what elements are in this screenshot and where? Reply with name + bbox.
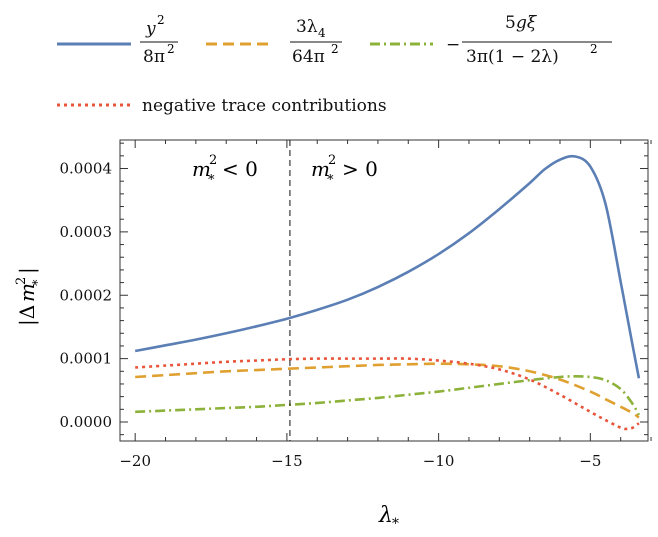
svg-text:2: 2 — [167, 42, 175, 56]
region-label-left: m 2 * < 0 — [192, 153, 258, 188]
svg-text:2: 2 — [590, 42, 598, 56]
svg-text:m: m — [192, 157, 211, 181]
svg-text:*: * — [31, 279, 46, 286]
series-yukawa-line — [134, 154, 641, 379]
series-layer — [134, 154, 641, 431]
svg-text:2: 2 — [331, 42, 339, 56]
svg-text:8π: 8π — [143, 47, 165, 67]
y-tick-label: 0.0000 — [60, 413, 113, 431]
x-tick-label: −15 — [271, 452, 303, 470]
svg-text:m: m — [311, 157, 330, 181]
svg-text:*: * — [208, 173, 215, 188]
svg-text:−: − — [446, 35, 460, 55]
series-gauge-line — [135, 375, 641, 416]
y-tick-label: 0.0002 — [60, 286, 113, 304]
region-label-right: m 2 * > 0 — [311, 153, 378, 188]
svg-text:2: 2 — [209, 153, 217, 168]
svg-text:3π(1 − 2λ): 3π(1 − 2λ) — [466, 47, 559, 67]
y-axis-label: |Δ m 2 * | — [14, 267, 46, 326]
legend-label-yukawa: y 2 8π 2 — [140, 13, 178, 67]
x-tick-label: −10 — [423, 452, 455, 470]
svg-text:5: 5 — [505, 13, 516, 33]
series-trace-line — [135, 357, 640, 431]
svg-text:gξ: gξ — [516, 13, 538, 33]
svg-text:> 0: > 0 — [342, 157, 378, 181]
svg-text:y: y — [145, 19, 156, 39]
x-axis-label: λ * — [378, 503, 399, 532]
svg-text:λ: λ — [378, 503, 393, 528]
svg-text:*: * — [327, 173, 334, 188]
svg-text:2: 2 — [157, 13, 165, 27]
legend: y 2 8π 2 3λ 4 64π 2 − 5 gξ 3π(1 − 2λ) 2 … — [57, 13, 612, 116]
svg-text:64π: 64π — [292, 47, 325, 67]
x-tick-label: −5 — [579, 452, 601, 470]
legend-label-gauge: − 5 gξ 3π(1 − 2λ) 2 — [446, 13, 612, 67]
y-tick-label: 0.0004 — [60, 160, 113, 178]
svg-text:|Δ: |Δ — [15, 305, 40, 326]
legend-label-quartic: 3λ 4 64π 2 — [290, 17, 342, 67]
legend-label-trace: negative trace contributions — [142, 96, 387, 116]
svg-text:m: m — [15, 283, 39, 302]
plot-frame — [119, 139, 649, 442]
series-quartic-line — [135, 362, 640, 419]
svg-text:2: 2 — [328, 153, 336, 168]
y-tick-label: 0.0003 — [60, 223, 113, 241]
svg-text:|: | — [15, 267, 40, 274]
svg-text:*: * — [392, 516, 399, 532]
svg-text:2: 2 — [14, 277, 29, 285]
svg-text:< 0: < 0 — [222, 157, 258, 181]
svg-text:3λ: 3λ — [296, 17, 318, 37]
y-tick-label: 0.0001 — [60, 350, 113, 368]
x-tick-label: −20 — [119, 452, 151, 470]
ticks: −20 −15 −10 −5 0.0000 0.0001 0.0002 0.0003 0.000… — [60, 140, 652, 470]
svg-text:4: 4 — [318, 26, 326, 40]
